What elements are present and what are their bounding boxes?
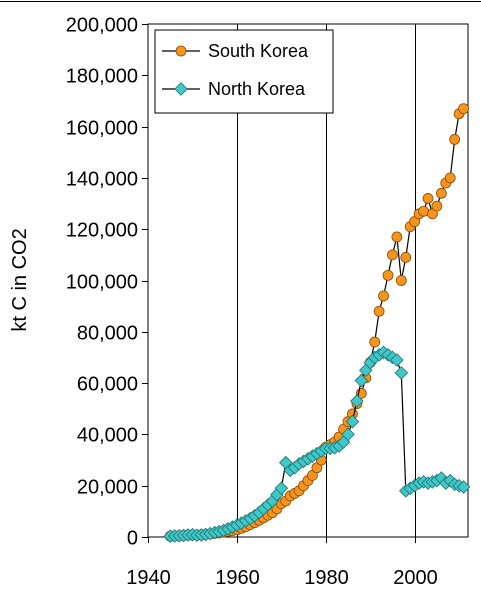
- data-point: [435, 187, 447, 199]
- series-north-korea: [163, 345, 471, 543]
- y-tick-label: 20,000: [77, 477, 138, 499]
- y-tick-label: 100,000: [66, 272, 138, 294]
- y-tick-label: 40,000: [77, 425, 138, 447]
- y-tick-label: 160,000: [66, 118, 138, 140]
- data-point: [422, 193, 434, 204]
- data-point: [373, 305, 385, 317]
- data-point: [444, 172, 456, 184]
- data-point: [458, 103, 469, 115]
- x-tick-label: 1980: [304, 567, 349, 589]
- data-point: [354, 373, 369, 388]
- y-tick-label: 140,000: [66, 169, 138, 191]
- axes: 0 20,000 40,000 60,000 80,000 100,000 120,000 1…: [66, 15, 438, 590]
- series-line: [170, 351, 464, 537]
- y-tick-label: 0: [127, 528, 138, 550]
- data-point: [274, 481, 289, 496]
- data-point: [391, 231, 403, 243]
- legend-box: [154, 29, 334, 114]
- x-tick-label: 1940: [126, 567, 171, 589]
- data-point: [449, 134, 461, 145]
- legend-label: South Korea: [208, 41, 309, 61]
- data-point: [390, 353, 404, 367]
- data-series: [163, 103, 471, 543]
- data-point: [378, 290, 389, 302]
- y-axis-title: kt C in CO2: [9, 228, 31, 331]
- y-tick-label: 180,000: [66, 66, 138, 88]
- data-point: [400, 252, 412, 263]
- legend-marker: [175, 45, 187, 57]
- plot-area-frame: [147, 23, 469, 538]
- y-tick-label: 120,000: [66, 220, 138, 242]
- data-point: [387, 249, 398, 261]
- data-point: [345, 414, 360, 429]
- data-point: [456, 480, 471, 494]
- data-point: [418, 205, 429, 217]
- data-point: [395, 275, 407, 286]
- y-tick-label: 80,000: [77, 323, 138, 345]
- y-tick-label: 60,000: [77, 374, 138, 396]
- data-point: [382, 269, 394, 281]
- data-point: [350, 394, 364, 408]
- data-point: [341, 427, 355, 442]
- data-point: [394, 366, 409, 380]
- legend-marker: [174, 82, 188, 96]
- x-tick-label: 2000: [393, 567, 438, 589]
- data-point: [431, 200, 443, 212]
- legend: South Korea North Korea: [154, 29, 334, 114]
- x-tick-label: 1960: [215, 567, 260, 589]
- y-tick-label: 200,000: [66, 15, 138, 37]
- data-point: [369, 336, 381, 348]
- legend-label: North Korea: [208, 79, 306, 99]
